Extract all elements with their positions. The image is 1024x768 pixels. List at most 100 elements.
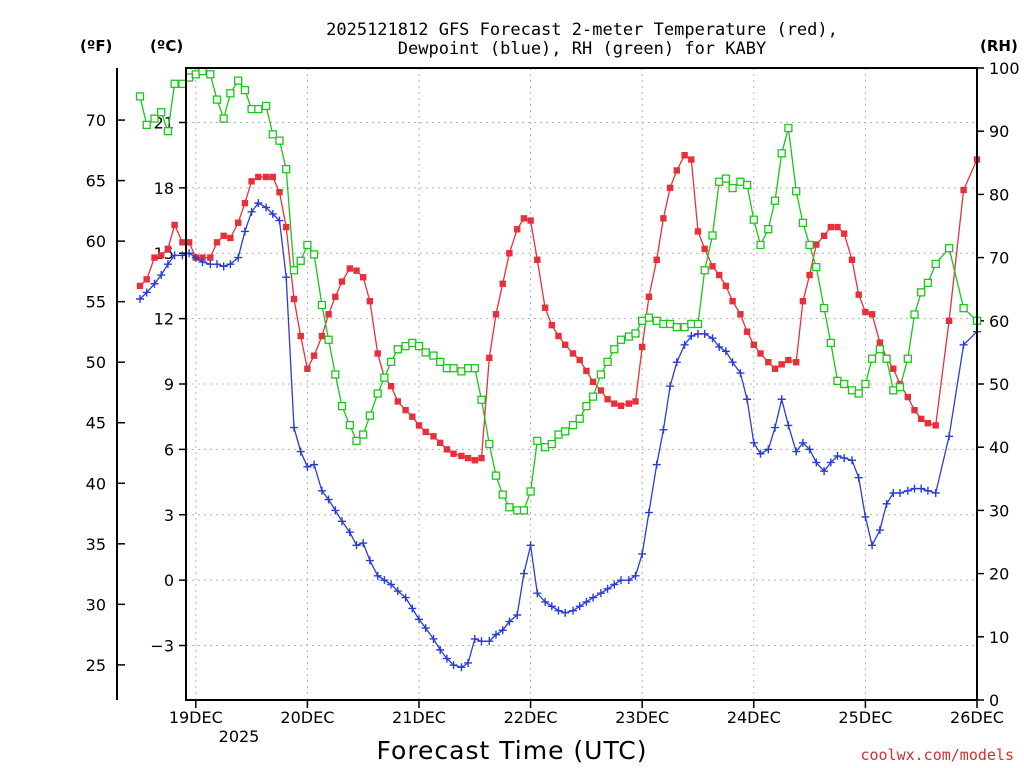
data-point — [715, 342, 724, 351]
data-point — [533, 436, 542, 446]
data-point — [477, 395, 486, 404]
data-point — [269, 173, 277, 181]
data-point — [903, 354, 912, 363]
data-point — [365, 556, 374, 565]
data-point — [185, 239, 193, 246]
data-point — [136, 295, 144, 304]
data-point — [212, 95, 222, 104]
fahrenheit-tick-label: 40 — [86, 474, 106, 493]
data-point — [813, 241, 820, 248]
data-point — [352, 541, 361, 550]
data-point — [491, 471, 501, 480]
data-point — [840, 454, 849, 463]
data-point — [414, 341, 424, 351]
data-point — [861, 379, 870, 389]
data-point — [798, 218, 808, 227]
rh-tick-label: 90 — [989, 122, 1009, 141]
data-point — [659, 425, 668, 434]
data-point — [784, 123, 793, 133]
x-tick-label: 22DEC — [504, 708, 558, 727]
data-point — [331, 370, 340, 379]
data-point — [290, 423, 299, 432]
data-point — [848, 256, 856, 263]
data-point — [603, 357, 612, 367]
data-point — [756, 449, 765, 458]
data-point — [895, 488, 904, 497]
data-point — [191, 70, 200, 79]
data-point — [631, 329, 640, 338]
data-point — [568, 420, 578, 430]
data-point — [409, 413, 416, 420]
data-point — [421, 624, 430, 633]
rh-tick-label: 60 — [989, 312, 1009, 331]
data-point — [632, 398, 639, 405]
data-point — [213, 239, 221, 246]
data-point — [261, 101, 271, 111]
data-point — [624, 332, 633, 341]
data-point — [700, 329, 709, 338]
data-point — [757, 350, 764, 357]
data-point — [672, 322, 681, 332]
data-point — [603, 584, 612, 593]
data-point — [812, 262, 821, 272]
data-point — [582, 597, 591, 606]
data-point — [485, 439, 494, 449]
data-point — [142, 120, 151, 130]
celsius-tick-label: 6 — [164, 440, 174, 459]
data-point — [589, 593, 598, 602]
data-point — [659, 319, 668, 329]
credit-label: coolwx.com/models — [860, 746, 1014, 764]
data-point — [673, 167, 680, 174]
data-point — [680, 322, 689, 332]
data-point — [875, 345, 885, 354]
data-point — [554, 606, 563, 615]
data-point — [826, 338, 835, 348]
data-point — [290, 295, 298, 303]
data-point — [840, 230, 848, 237]
data-point — [338, 278, 346, 285]
data-point — [345, 420, 354, 430]
data-point — [931, 488, 940, 497]
data-point — [687, 332, 696, 341]
data-point — [415, 422, 423, 429]
data-point — [827, 223, 835, 231]
data-point — [854, 473, 863, 482]
data-point — [262, 173, 270, 181]
data-point — [638, 549, 647, 558]
data-point — [923, 486, 932, 495]
data-point — [219, 114, 228, 123]
year-label: 2025 — [219, 727, 260, 746]
data-point — [136, 282, 144, 290]
data-point — [318, 332, 326, 340]
data-point — [910, 484, 919, 493]
series-layer — [135, 67, 982, 672]
data-point — [387, 382, 395, 390]
data-point — [276, 189, 283, 196]
data-point — [254, 199, 263, 208]
data-point — [477, 637, 486, 646]
data-point — [604, 396, 611, 403]
data-point — [588, 392, 598, 401]
data-point — [436, 645, 445, 654]
data-point — [163, 127, 173, 136]
data-point — [917, 288, 926, 297]
data-point — [826, 458, 835, 467]
data-point — [819, 304, 829, 313]
data-point — [743, 395, 752, 404]
rh-tick-label: 0 — [989, 691, 999, 710]
data-point — [498, 626, 507, 635]
data-point — [437, 439, 444, 447]
fahrenheit-tick-label: 45 — [86, 414, 106, 433]
data-point — [519, 569, 528, 578]
data-point — [792, 187, 801, 196]
data-point — [554, 430, 563, 439]
data-point — [666, 382, 675, 391]
series-dewpoint — [136, 199, 981, 672]
data-point — [771, 365, 779, 372]
data-point — [519, 506, 529, 515]
data-point — [834, 223, 841, 231]
data-point — [158, 252, 165, 259]
data-point — [708, 334, 717, 343]
data-point — [721, 174, 731, 183]
data-point — [611, 400, 618, 407]
